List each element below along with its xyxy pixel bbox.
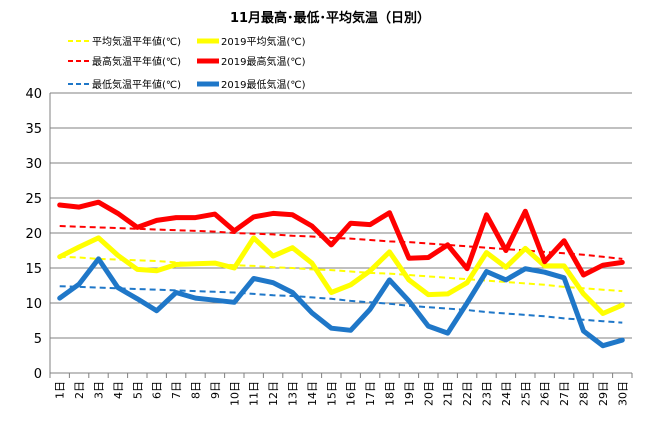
y-tick-label: 25 — [25, 192, 42, 207]
legend-label-5: 2019最低気温(℃) — [221, 78, 306, 91]
series-line-2 — [59, 225, 623, 260]
legend-label-0: 平均気温平年値(℃) — [92, 35, 181, 48]
series-line-4 — [59, 285, 623, 324]
x-tick-label: 8日 — [190, 381, 203, 399]
x-tick-label: 15日 — [325, 381, 338, 406]
legend-label-4: 最低気温平年値(℃) — [92, 78, 181, 91]
series-layer — [57, 199, 625, 349]
x-tick-label: 12日 — [267, 381, 280, 406]
x-tick-label: 7日 — [170, 381, 183, 399]
y-tick-label: 20 — [25, 227, 42, 242]
x-tick-label: 6日 — [151, 381, 164, 399]
x-tick-label: 22日 — [461, 381, 474, 406]
legend-label-3: 2019最高気温(℃) — [221, 55, 306, 68]
x-tick-label: 14日 — [306, 381, 319, 406]
x-tick-label: 30日 — [616, 381, 629, 406]
x-tick-label: 13日 — [287, 381, 300, 406]
x-tick-label: 19日 — [403, 381, 416, 406]
x-tick-label: 18日 — [384, 381, 397, 406]
y-tick-label: 5 — [34, 332, 42, 347]
x-tick-label: 28日 — [578, 381, 591, 406]
legend-item-4: 最低気温平年値(℃) — [68, 78, 181, 91]
series-line-5 — [57, 256, 625, 349]
x-tick-label: 1日 — [54, 381, 67, 399]
y-tick-label: 0 — [34, 367, 42, 382]
x-tick-label: 29日 — [597, 381, 610, 406]
x-tick-label: 20日 — [422, 381, 435, 406]
y-tick-label: 35 — [25, 122, 42, 137]
series-line-3 — [57, 199, 625, 278]
axes: 0 5 10 15 20 25 30 35 40 1日 2日 3日 4日 5日 6日 7日 8日 9日 10日 11日… — [25, 87, 633, 406]
x-tick-label: 27日 — [558, 381, 571, 406]
x-tick-label: 17日 — [364, 381, 377, 406]
legend-item-1: 2019平均気温(℃) — [197, 35, 306, 48]
x-tick-label: 24日 — [500, 381, 513, 406]
series-line-1 — [57, 235, 625, 316]
y-tick-label: 40 — [25, 87, 42, 102]
x-tick-label: 4日 — [112, 381, 125, 399]
x-tick-label: 11日 — [248, 381, 261, 406]
legend-label-2: 最高気温平年値(℃) — [92, 55, 181, 68]
x-tick-label: 16日 — [345, 381, 358, 406]
x-tick-label: 25日 — [519, 381, 532, 406]
legend-item-5: 2019最低気温(℃) — [197, 78, 306, 91]
x-tick-label: 10日 — [228, 381, 241, 406]
x-tick-label: 23日 — [481, 381, 494, 406]
x-tick-label: 9日 — [209, 381, 222, 399]
legend-label-1: 2019平均気温(℃) — [221, 35, 306, 48]
x-tick-label: 5日 — [131, 381, 144, 399]
x-tick-label: 26日 — [539, 381, 552, 406]
series-line-0 — [59, 255, 623, 293]
y-tick-label: 30 — [25, 157, 42, 172]
legend-item-2: 最高気温平年値(℃) — [68, 55, 181, 68]
y-tick-label: 15 — [25, 262, 42, 277]
legend: 平均気温平年値(℃) 2019平均気温(℃) 最高気温平年値(℃) 2019最高気温(… — [68, 35, 306, 91]
x-tick-label: 21日 — [442, 381, 455, 406]
x-tick-label: 2日 — [73, 381, 86, 399]
legend-item-3: 2019最高気温(℃) — [197, 55, 306, 68]
chart-title: 11月最高･最低･平均気温（日別） — [230, 10, 430, 26]
x-tick-label: 3日 — [93, 381, 106, 399]
y-tick-label: 10 — [25, 297, 42, 312]
legend-item-0: 平均気温平年値(℃) — [68, 35, 181, 48]
